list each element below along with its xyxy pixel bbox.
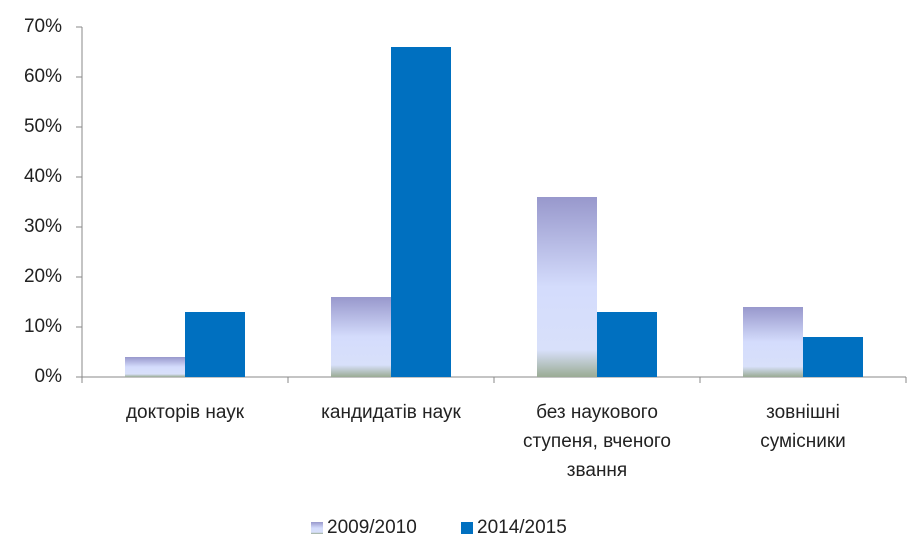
y-tick-label: 10%: [24, 316, 62, 337]
bar: [597, 312, 657, 377]
y-tick-label: 20%: [24, 266, 62, 287]
y-tick-label: 30%: [24, 216, 62, 237]
x-tick-label: зовнішні сумісники: [760, 402, 846, 452]
bar: [331, 297, 391, 377]
y-tick-label: 50%: [24, 116, 62, 137]
y-tick-label: 0%: [35, 366, 63, 387]
x-tick-label: кандидатів наук: [321, 402, 461, 423]
bar: [537, 197, 597, 377]
bar: [125, 357, 185, 377]
bar: [185, 312, 245, 377]
bar: [743, 307, 803, 377]
y-tick-label: 40%: [24, 166, 62, 187]
bar: [803, 337, 863, 377]
x-tick-label: без наукового ступеня, вченого звання: [523, 402, 671, 481]
legend-swatch: [311, 522, 323, 534]
legend-label: 2009/2010: [327, 517, 417, 538]
x-tick-label: докторів наук: [125, 402, 245, 423]
bar: [391, 47, 451, 377]
legend-label: 2014/2015: [477, 517, 567, 538]
y-tick-label: 70%: [24, 16, 62, 37]
legend-swatch: [461, 522, 473, 534]
y-tick-label: 60%: [24, 66, 62, 87]
